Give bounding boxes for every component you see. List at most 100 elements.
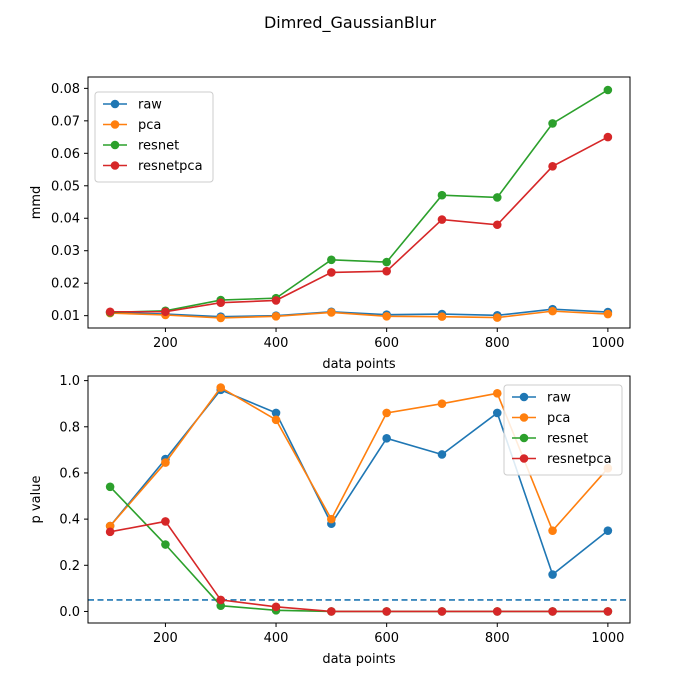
data-point-pca <box>492 389 502 398</box>
x-tick-label: 1000 <box>591 631 624 646</box>
legend-label: resnet <box>547 432 588 447</box>
p-value-plot: 200 400 600 800 1000 0.0 0.2 0.4 0.6 0.8 1.0 data p… <box>29 374 631 667</box>
figure-title: Dimred_GaussianBlur <box>264 13 437 33</box>
y-tick-label: 0.01 <box>51 309 80 324</box>
data-point-resnetpca <box>603 607 613 616</box>
data-point-resnetpca <box>492 607 502 616</box>
data-point-raw <box>382 434 391 443</box>
legend-label: pca <box>138 118 161 133</box>
legend-swatch-marker <box>519 433 529 443</box>
legend-label: resnetpca <box>547 452 612 467</box>
data-point-resnet <box>603 85 613 95</box>
data-point-resnet <box>105 482 115 492</box>
data-point-resnetpca <box>382 607 391 616</box>
data-point-raw <box>548 570 557 579</box>
x-tick-label: 200 <box>153 631 178 646</box>
data-point-pca <box>492 313 502 322</box>
legend-swatch-marker <box>519 413 529 422</box>
legend-box <box>94 91 214 183</box>
axes-frame <box>87 76 631 329</box>
series-line-resnet <box>110 89 609 314</box>
legend-swatch-marker <box>519 454 529 463</box>
x-tick-label: 1000 <box>591 336 624 351</box>
y-tick-label: 0.03 <box>51 244 80 259</box>
data-point-resnet <box>548 119 557 128</box>
data-point-pca <box>161 458 170 467</box>
y-tick-label: 0.05 <box>51 179 80 194</box>
series-line-raw <box>110 308 608 318</box>
data-point-resnetpca <box>548 607 557 616</box>
legend-swatch-marker <box>110 140 120 150</box>
legend: raw pca resnet resnetpca <box>503 384 623 476</box>
y-tick-label: 0.04 <box>51 212 80 227</box>
x-axis-label: data points <box>322 652 396 667</box>
x-tick-label: 600 <box>374 336 399 351</box>
data-point-pca <box>271 415 281 425</box>
legend-label: raw <box>138 98 162 113</box>
data-point-resnetpca <box>548 161 557 171</box>
legend-label: raw <box>547 391 571 406</box>
data-point-resnetpca <box>216 595 226 605</box>
x-tick-label: 800 <box>485 336 510 351</box>
x-tick-label: 800 <box>485 631 510 646</box>
y-tick-label: 0.06 <box>51 147 80 162</box>
y-tick-label: 0.07 <box>51 114 80 129</box>
legend-swatch-marker <box>519 392 529 402</box>
y-axis-label: mmd <box>29 186 44 220</box>
x-tick-label: 200 <box>153 336 178 351</box>
y-tick-label: 0.4 <box>59 513 80 528</box>
data-point-resnet <box>382 257 391 267</box>
series-resnetpca <box>105 132 613 317</box>
data-point-pca <box>382 312 391 321</box>
y-tick-label: 0.0 <box>59 605 80 620</box>
data-point-pca <box>327 514 336 524</box>
data-point-resnetpca <box>327 268 336 277</box>
data-point-pca <box>548 526 557 535</box>
x-axis-label: data points <box>322 357 396 372</box>
data-point-raw <box>271 408 281 418</box>
data-point-resnetpca <box>161 517 170 526</box>
data-point-raw <box>603 526 613 535</box>
legend-label: resnet <box>138 139 179 154</box>
legend-swatch-marker <box>110 161 120 170</box>
data-point-resnetpca <box>603 132 613 142</box>
series-resnetpca <box>105 517 613 616</box>
y-tick-label: 1.0 <box>59 374 80 389</box>
y-tick-label: 0.02 <box>51 277 80 292</box>
data-point-pca <box>382 408 391 418</box>
data-point-resnetpca <box>382 266 391 276</box>
legend-label: pca <box>547 411 570 426</box>
data-point-pca <box>548 306 557 316</box>
mmd-plot: 200 400 600 800 1000 0.01 0.02 0.03 0.04 0.05 0.06… <box>29 76 631 372</box>
data-point-resnetpca <box>105 307 115 317</box>
series-line-pca <box>110 310 608 319</box>
data-point-pca <box>603 309 613 319</box>
y-tick-label: 0.08 <box>51 82 80 97</box>
data-point-pca <box>327 308 336 317</box>
data-point-pca <box>437 399 447 409</box>
series-line-resnetpca <box>110 136 609 313</box>
data-point-resnet <box>327 255 336 265</box>
data-point-resnetpca <box>437 215 447 224</box>
series-resnet <box>105 482 613 616</box>
data-point-resnetpca <box>437 607 447 616</box>
data-point-pca <box>437 312 447 321</box>
data-point-pca <box>216 313 226 323</box>
data-point-resnet <box>161 540 170 549</box>
legend-box <box>503 384 623 476</box>
data-point-raw <box>492 408 502 418</box>
data-point-resnetpca <box>271 296 281 305</box>
data-point-resnetpca <box>327 607 336 616</box>
series-line-resnetpca <box>109 520 608 613</box>
data-point-resnetpca <box>216 298 226 307</box>
data-point-resnetpca <box>271 602 281 612</box>
data-point-resnetpca <box>161 307 170 317</box>
x-tick-label: 400 <box>264 336 289 351</box>
legend: raw pca resnet resnetpca <box>94 91 214 183</box>
data-point-raw <box>437 450 447 459</box>
legend-label: resnetpca <box>138 159 203 174</box>
y-tick-label: 0.6 <box>59 466 80 481</box>
legend-swatch-marker <box>110 99 120 109</box>
y-tick-label: 0.8 <box>59 420 80 435</box>
